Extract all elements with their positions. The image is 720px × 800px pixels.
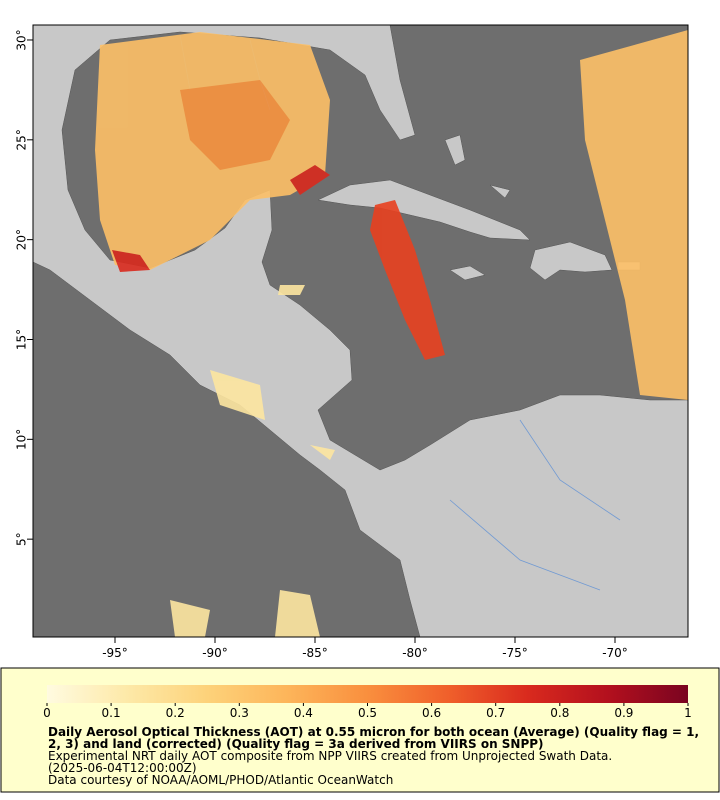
aot-gulf-core <box>180 80 290 170</box>
aot-streak <box>370 200 445 360</box>
aot-atlantic <box>580 30 688 400</box>
y-tick-label: 10° <box>15 429 29 450</box>
y-tick-label: 25° <box>15 129 29 150</box>
colorbar-tick-label: 0.1 <box>102 706 121 720</box>
aot-high <box>112 165 330 272</box>
x-tick-label: -85° <box>302 646 328 660</box>
caption: Daily Aerosol Optical Thickness (AOT) at… <box>48 725 699 787</box>
colorbar-tick-label: 0.6 <box>422 706 441 720</box>
colorbar-tick-label: 1 <box>684 706 692 720</box>
colorbar-scale <box>47 685 688 703</box>
aerosol-overlay <box>95 30 688 637</box>
mainland <box>33 25 688 637</box>
aot-scattered <box>170 285 335 637</box>
y-tick-label: 20° <box>15 229 29 250</box>
x-tick-label: -75° <box>502 646 528 660</box>
x-tick-label: -95° <box>102 646 128 660</box>
bahamas <box>444 134 511 199</box>
jamaica <box>449 265 486 281</box>
hispaniola <box>529 241 613 281</box>
caption-title: Daily Aerosol Optical Thickness (AOT) at… <box>48 725 699 739</box>
axes: -95° -90° -85° -80° -75° -70° 5° 10° 15° 20° 25° 30… <box>15 29 628 660</box>
colorbar-tick-label: 0.7 <box>486 706 505 720</box>
colorbar-tick-label: 0.3 <box>230 706 249 720</box>
colorbar-tick-label: 0.2 <box>166 706 185 720</box>
caption-note: (2025-06-04T12:00:00Z) <box>48 761 197 775</box>
x-tick-label: -70° <box>602 646 628 660</box>
colorbar-tick-label: 0.4 <box>294 706 313 720</box>
colorbar-tick-label: 0.9 <box>614 706 633 720</box>
x-tick-label: -90° <box>202 646 228 660</box>
y-tick-label: 5° <box>15 532 29 546</box>
colorbar-tick-label: 0.8 <box>550 706 569 720</box>
map <box>33 25 688 637</box>
colorbar-tick-label: 0 <box>43 706 51 720</box>
y-tick-label: 30° <box>15 29 29 50</box>
y-tick-label: 15° <box>15 329 29 350</box>
x-tick-label: -80° <box>402 646 428 660</box>
caption-note: Experimental NRT daily AOT composite fro… <box>48 749 612 763</box>
colorbar-tick-label: 0.5 <box>358 706 377 720</box>
map-frame <box>32 24 689 638</box>
caption-title: 2, 3) and land (corrected) (Quality flag… <box>48 737 544 751</box>
colorbar: 0 0.1 0.2 0.3 0.4 0.5 0.6 0.7 0.8 0.9 1 <box>43 685 692 720</box>
caption-note: Data courtesy of NOAA/AOML/PHOD/Atlantic… <box>48 773 393 787</box>
